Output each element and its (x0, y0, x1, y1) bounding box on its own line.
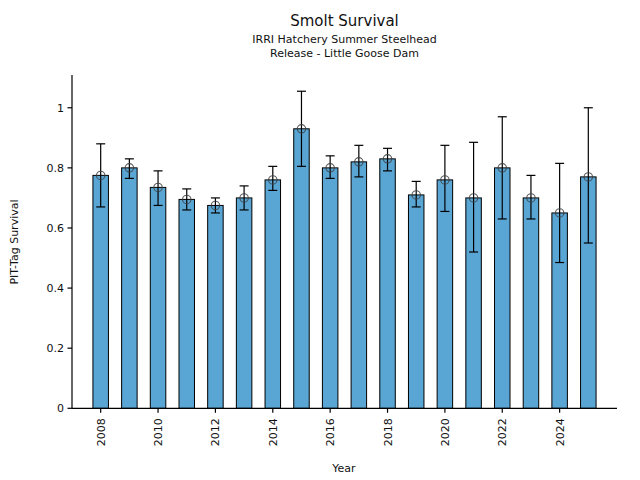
x-tick-label-2014: 2014 (267, 418, 280, 446)
bar-2019 (408, 195, 424, 408)
x-tick-label-2008: 2008 (95, 418, 108, 446)
y-tick-label-0: 0 (57, 402, 64, 415)
bar-2020 (437, 180, 453, 408)
y-tick-label-0.2: 0.2 (47, 342, 65, 355)
bar-2009 (122, 168, 137, 408)
bar-2018 (380, 159, 396, 408)
y-tick-label-1: 1 (57, 102, 64, 115)
x-tick-label-2020: 2020 (439, 418, 452, 446)
y-tick-label-0.6: 0.6 (47, 222, 65, 235)
bar-2017 (351, 162, 367, 408)
x-tick-label-2022: 2022 (496, 418, 509, 446)
y-tick-label-0.8: 0.8 (47, 162, 65, 175)
bar-2013 (236, 198, 252, 408)
bar-2015 (294, 129, 310, 409)
y-tick-label-0.4: 0.4 (47, 282, 65, 295)
bar-2014 (265, 180, 281, 408)
x-tick-label-2010: 2010 (152, 418, 165, 446)
bar-2008 (93, 175, 109, 408)
bar-2012 (208, 205, 224, 408)
x-tick-label-2012: 2012 (209, 418, 222, 446)
bar-2016 (322, 168, 338, 408)
bar-chart-plot-area: 0 0.2 0.4 0.6 0.8 1 2008 2010 2012 2014 2016 2018 20… (0, 0, 640, 480)
bar-2010 (150, 187, 166, 408)
bar-2023 (523, 198, 539, 408)
x-tick-label-2024: 2024 (554, 418, 567, 446)
x-tick-label-2016: 2016 (324, 418, 337, 446)
smolt-survival-figure: Smolt Survival IRRI Hatchery Summer Stee… (0, 0, 640, 480)
bar-2011 (179, 199, 195, 408)
x-tick-label-2018: 2018 (382, 418, 395, 446)
